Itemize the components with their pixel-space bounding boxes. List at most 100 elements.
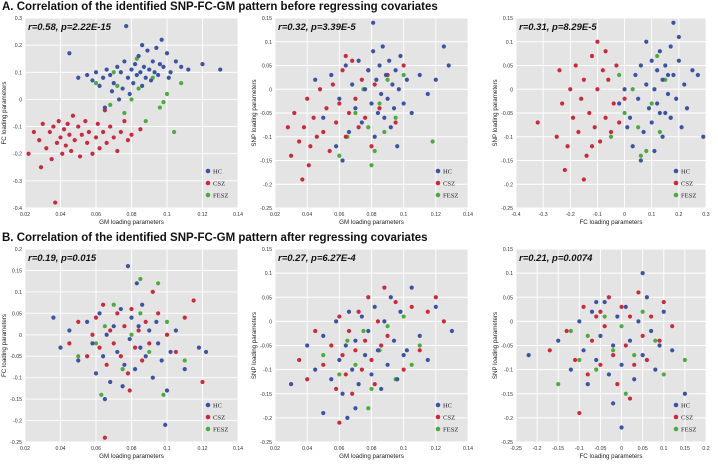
data-point-csz [67,132,72,137]
data-point-hc [390,82,395,87]
data-point-hc [577,319,582,324]
data-point-csz [393,120,398,125]
data-point-csz [200,379,205,385]
data-point-hc [111,324,116,329]
data-point-csz [340,353,345,358]
data-point-csz [385,333,390,338]
data-point-hc [661,309,666,314]
y-tick-label: 0.15 [262,247,272,253]
data-point-fesz [179,81,184,86]
data-point-hc [140,302,145,307]
data-point-hc [125,75,131,80]
data-point-hc [58,345,63,350]
data-point-hc [313,367,318,372]
data-point-csz [592,125,597,130]
y-tick-label: 0 [19,333,22,339]
data-point-hc [671,20,676,25]
data-point-hc [652,148,657,154]
data-point-csz [619,304,624,309]
scatter-panel-2: 0.02 0.04 0.06 0.08 0.1 0.12 0.14 -0.25 -0.2 -0.1… [251,16,473,226]
data-point-hc [132,62,138,67]
data-point-hc [395,377,400,382]
x-tick-label: 0.04 [302,446,312,452]
data-point-csz [324,106,329,111]
data-point-hc [138,345,143,350]
data-point-hc [611,401,616,406]
data-point-hc [182,366,187,372]
x-tick-label: 0.1 [400,212,407,218]
data-point-hc [627,338,633,343]
data-point-hc [90,341,95,346]
data-point-csz [53,200,58,205]
data-point-csz [90,151,95,156]
data-point-hc [657,110,662,116]
data-point-csz [611,353,616,358]
data-point-hc [655,68,660,73]
y-tick-label: 0.1 [506,40,513,46]
data-point-csz [140,358,145,363]
y-tick-label: -0.15 [10,397,22,403]
data-point-csz [111,135,116,140]
data-point-csz [69,148,74,154]
x-tick-label: -0.05 [595,446,607,452]
data-point-hc [51,315,56,320]
data-point-hc [398,309,403,314]
data-point-csz [589,338,595,343]
data-point-hc [665,91,671,97]
data-point-hc [168,70,173,75]
data-point-hc [374,77,379,82]
data-point-csz [164,332,170,337]
data-point-fesz [632,353,637,358]
data-point-hc [350,82,355,87]
data-point-hc [409,285,414,290]
legend-label-csz: CSZ [443,414,455,421]
data-point-csz [301,125,307,130]
data-point-csz [441,319,446,324]
y-tick-label: 0.1 [265,271,272,277]
legend-marker-hc [205,168,211,174]
data-point-csz [350,58,355,63]
x-tick-label: 0.06 [91,212,101,218]
data-point-csz [356,125,361,130]
data-point-hc [362,87,368,92]
data-point-hc [602,299,607,305]
x-tick-label: 0.14 [463,446,473,452]
data-point-hc [385,362,390,367]
y-axis-label: SNP loading parameters [492,312,499,379]
data-point-fesz [361,328,366,334]
data-point-hc [690,68,695,73]
data-point-csz [417,348,422,353]
data-point-hc [369,372,374,377]
data-point-csz [101,129,106,135]
data-point-csz [598,362,603,367]
y-tick-label: 0 [269,87,272,93]
data-point-hc [321,333,326,338]
data-point-hc [585,382,590,387]
data-point-hc [101,75,106,80]
data-point-hc [164,388,170,393]
data-point-hc [682,82,687,87]
data-point-hc [627,115,633,120]
y-tick-label: 0.05 [262,64,272,70]
data-point-fesz [108,102,113,107]
data-point-csz [97,146,102,151]
data-point-hc [104,332,109,337]
data-point-csz [560,101,565,106]
data-point-hc [305,343,310,348]
data-point-csz [65,121,70,126]
data-point-hc [657,49,662,54]
data-point-csz [554,134,559,139]
data-point-hc [140,43,145,48]
data-point-hc [200,62,205,67]
x-tick-label: -0.25 [510,446,522,452]
data-point-hc [116,97,122,102]
data-point-hc [120,86,125,91]
data-point-hc [668,115,673,120]
data-point-hc [179,64,184,69]
data-point-csz [353,96,358,101]
y-tick-label: -0.1 [13,376,22,382]
data-point-csz [37,138,42,143]
data-point-hc [526,353,531,358]
x-tick-label: 0.14 [463,212,473,218]
data-point-csz [118,129,123,135]
